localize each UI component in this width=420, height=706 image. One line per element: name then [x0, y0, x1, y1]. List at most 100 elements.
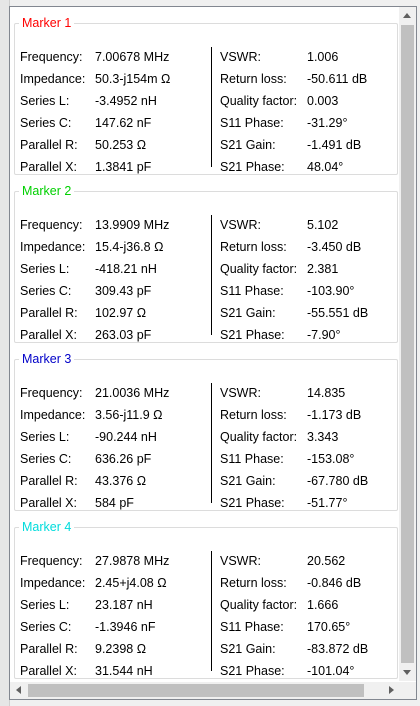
field-label: Series L:	[20, 94, 70, 108]
marker-title: Marker 2	[19, 184, 75, 199]
field-label: S21 Phase:	[220, 664, 285, 678]
field-value: -1.173 dB	[307, 408, 362, 422]
field-value: 27.9878 MHz	[95, 554, 170, 568]
field-label: Series L:	[20, 262, 70, 276]
field-label: Return loss:	[220, 408, 287, 422]
field-label: Series C:	[20, 284, 72, 298]
field-value: -90.244 nH	[95, 430, 157, 444]
field-label: Quality factor:	[220, 598, 298, 612]
field-value: 50.3-j154m Ω	[95, 72, 171, 86]
field-value: 2.45+j4.08 Ω	[95, 576, 167, 590]
field-value: 48.04°	[307, 160, 344, 174]
field-value: -1.3946 nF	[95, 620, 156, 634]
field-label: Series C:	[20, 620, 72, 634]
field-value: 14.835	[307, 386, 346, 400]
field-value: -83.872 dB	[307, 642, 369, 656]
scroll-right-button[interactable]	[382, 682, 399, 699]
field-value: -31.29°	[307, 116, 348, 130]
field-value: 0.003	[307, 94, 339, 108]
field-value: -50.611 dB	[307, 72, 368, 86]
field-label: Frequency:	[20, 554, 83, 568]
marker-title: Marker 3	[19, 352, 75, 367]
field-value: 1.666	[307, 598, 339, 612]
horizontal-scroll-thumb[interactable]	[28, 684, 364, 697]
field-value: 50.253 Ω	[95, 138, 147, 152]
field-label: Parallel X:	[20, 160, 77, 174]
field-label: VSWR:	[220, 386, 261, 400]
column-divider	[211, 383, 212, 503]
field-value: -1.491 dB	[307, 138, 362, 152]
field-label: Parallel X:	[20, 664, 77, 678]
marker-group: Marker 1 Frequency: 7.00678 MHz Impedance: 5…	[12, 16, 398, 176]
field-label: Parallel R:	[20, 306, 78, 320]
field-label: S11 Phase:	[220, 620, 284, 634]
scroll-up-button[interactable]	[399, 7, 416, 24]
field-value: 20.562	[307, 554, 346, 568]
field-label: Return loss:	[220, 576, 287, 590]
field-value: 170.65°	[307, 620, 351, 634]
field-value: -51.77°	[307, 496, 348, 510]
field-label: S21 Gain:	[220, 642, 276, 656]
field-label: Quality factor:	[220, 94, 298, 108]
field-label: Frequency:	[20, 50, 83, 64]
field-value: 15.4-j36.8 Ω	[95, 240, 164, 254]
field-label: Frequency:	[20, 218, 83, 232]
field-label: S21 Phase:	[220, 496, 285, 510]
field-label: Parallel R:	[20, 474, 78, 488]
field-label: Impedance:	[20, 72, 86, 86]
field-label: S21 Phase:	[220, 160, 285, 174]
marker-group: Marker 2 Frequency: 13.9909 MHz Impedance: 1…	[12, 184, 398, 344]
field-label: Impedance:	[20, 408, 86, 422]
field-value: -0.846 dB	[307, 576, 362, 590]
vertical-scrollbar[interactable]	[399, 7, 416, 681]
field-label: S21 Gain:	[220, 474, 276, 488]
column-divider	[211, 551, 212, 671]
column-divider	[211, 215, 212, 335]
field-label: Impedance:	[20, 240, 86, 254]
marker-readout-panel: Marker 1 Frequency: 7.00678 MHz Impedance: 5…	[9, 6, 417, 700]
field-label: Parallel R:	[20, 642, 78, 656]
field-value: 7.00678 MHz	[95, 50, 170, 64]
scrollbar-corner	[399, 682, 416, 699]
field-label: Series L:	[20, 598, 70, 612]
field-label: Parallel X:	[20, 328, 77, 342]
field-value: 31.544 nH	[95, 664, 153, 678]
field-label: Impedance:	[20, 576, 86, 590]
field-value: 13.9909 MHz	[95, 218, 170, 232]
field-value: 43.376 Ω	[95, 474, 147, 488]
field-value: 21.0036 MHz	[95, 386, 170, 400]
field-label: S21 Gain:	[220, 306, 276, 320]
field-label: VSWR:	[220, 218, 261, 232]
marker-title: Marker 1	[19, 16, 75, 31]
field-label: Return loss:	[220, 72, 287, 86]
field-value: 1.006	[307, 50, 339, 64]
field-value: 636.26 pF	[95, 452, 152, 466]
field-value: 2.381	[307, 262, 339, 276]
scroll-down-button[interactable]	[399, 664, 416, 681]
field-label: S11 Phase:	[220, 452, 284, 466]
field-label: Quality factor:	[220, 262, 298, 276]
field-value: -67.780 dB	[307, 474, 369, 488]
arrow-up-icon	[403, 13, 411, 18]
field-value: 9.2398 Ω	[95, 642, 147, 656]
field-label: S21 Phase:	[220, 328, 285, 342]
field-value: 1.3841 pF	[95, 160, 152, 174]
arrow-right-icon	[389, 686, 394, 694]
arrow-left-icon	[16, 686, 21, 694]
scroll-left-button[interactable]	[10, 682, 27, 699]
horizontal-scrollbar[interactable]	[10, 682, 399, 699]
arrow-down-icon	[403, 670, 411, 675]
field-value: 147.62 nF	[95, 116, 152, 130]
field-label: S11 Phase:	[220, 284, 284, 298]
field-value: 3.56-j11.9 Ω	[95, 408, 163, 422]
field-value: -153.08°	[307, 452, 355, 466]
field-label: Parallel X:	[20, 496, 77, 510]
marker-title: Marker 4	[19, 520, 75, 535]
field-value: -7.90°	[307, 328, 341, 342]
vertical-scroll-thumb[interactable]	[401, 25, 414, 663]
field-value: -103.90°	[307, 284, 355, 298]
field-label: Return loss:	[220, 240, 287, 254]
column-divider	[211, 47, 212, 167]
field-label: Series L:	[20, 430, 70, 444]
field-label: Quality factor:	[220, 430, 298, 444]
